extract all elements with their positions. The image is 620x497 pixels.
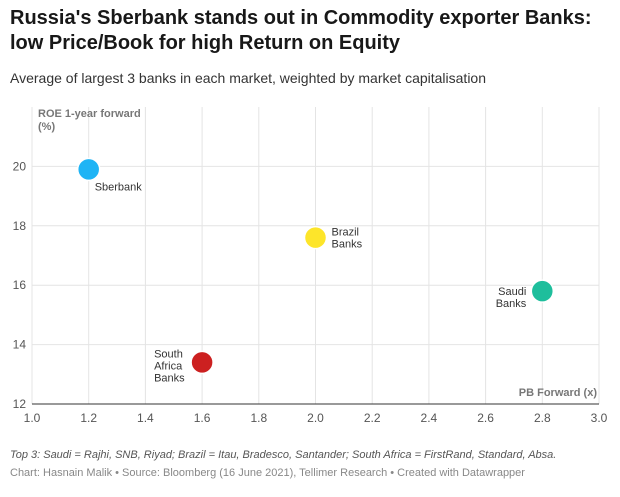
data-point bbox=[303, 225, 328, 250]
chart-credits: Chart: Hasnain Malik • Source: Bloomberg… bbox=[10, 467, 525, 479]
data-label: Saudi Banks bbox=[496, 286, 527, 310]
x-tick-label: 2.8 bbox=[534, 411, 551, 425]
chart-title: Russia's Sberbank stands out in Commodit… bbox=[10, 7, 592, 54]
data-label: Sberbank bbox=[95, 181, 143, 193]
x-tick-label: 2.0 bbox=[307, 411, 324, 425]
x-tick-label: 1.6 bbox=[194, 411, 211, 425]
y-tick-label: 16 bbox=[13, 278, 27, 292]
scatter-chart: 1.0 1.2 1.4 1.6 1.8 2.0 2.2 2.4 2.6 2.8 3.0 12 14 16 1… bbox=[13, 107, 608, 425]
grid bbox=[31, 107, 600, 405]
data-point bbox=[190, 350, 214, 375]
axes: 1.0 1.2 1.4 1.6 1.8 2.0 2.2 2.4 2.6 2.8 3.0 12 14 16 1… bbox=[13, 108, 608, 425]
x-tick-label: 2.6 bbox=[477, 411, 494, 425]
y-axis-title: ROE 1-year forward bbox=[38, 108, 141, 120]
x-tick-label: 1.0 bbox=[24, 411, 41, 425]
data-points bbox=[76, 157, 555, 375]
data-point bbox=[530, 279, 555, 303]
y-tick-label: 20 bbox=[13, 159, 27, 173]
x-tick-label: 2.4 bbox=[421, 411, 438, 425]
x-tick-label: 1.2 bbox=[80, 411, 97, 425]
x-tick-label: 1.4 bbox=[137, 411, 154, 425]
chart-notes: Top 3: Saudi = Rajhi, SNB, Riyad; Brazil… bbox=[10, 449, 557, 461]
chart-subtitle: Average of largest 3 banks in each marke… bbox=[10, 70, 486, 86]
x-axis-title: PB Forward (x) bbox=[519, 387, 598, 399]
y-tick-label: 14 bbox=[13, 338, 27, 352]
x-tick-label: 2.2 bbox=[364, 411, 381, 425]
data-labels: Sberbank Brazil Banks Saudi Banks South Africa… bbox=[95, 181, 527, 384]
x-tick-label: 1.8 bbox=[250, 411, 267, 425]
y-tick-label: 18 bbox=[13, 219, 27, 233]
x-tick-label: 3.0 bbox=[591, 411, 608, 425]
data-label: South Africa Banks bbox=[154, 348, 185, 384]
y-tick-label: 12 bbox=[13, 397, 27, 411]
data-point bbox=[76, 157, 101, 182]
data-label: Brazil Banks bbox=[332, 227, 363, 251]
y-axis-title: (%) bbox=[38, 121, 55, 133]
